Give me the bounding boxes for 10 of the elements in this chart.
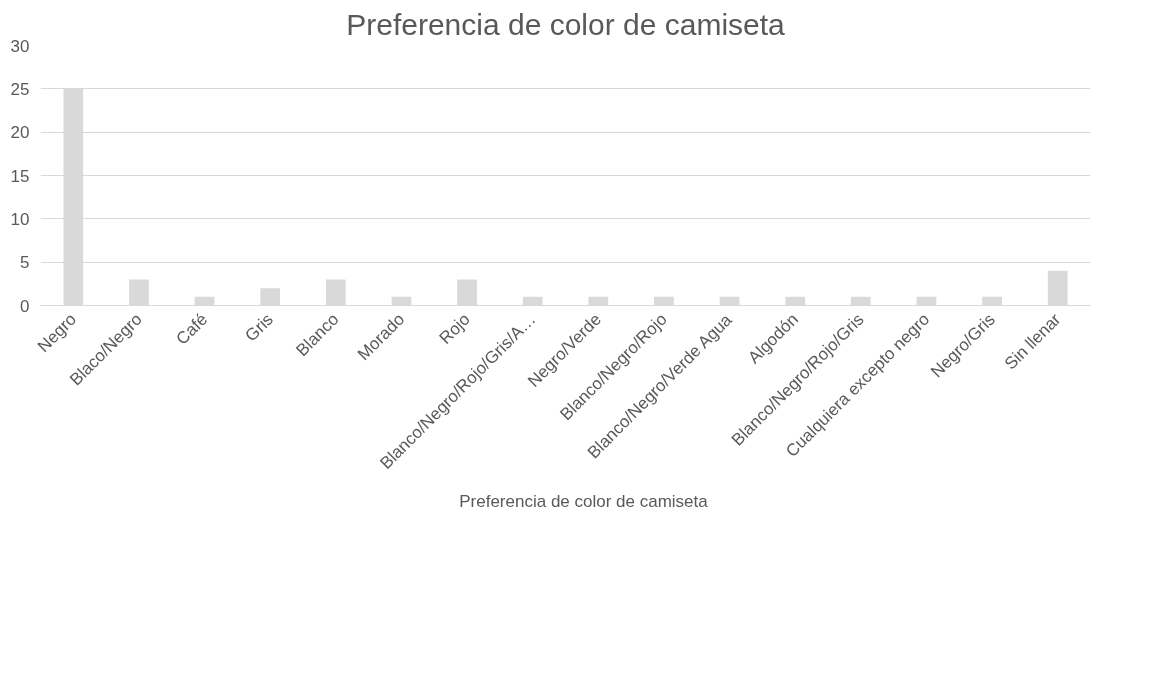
y-tick-label: 20 (10, 123, 30, 143)
y-tick-label: 25 (10, 79, 30, 99)
y-tick-label: 5 (20, 253, 30, 273)
text: Preferencia de color de camiseta (459, 492, 708, 512)
y-tick-label: 30 (10, 36, 30, 56)
y-tick-label: 15 (10, 166, 30, 186)
x-tick-label: Gris (241, 309, 277, 346)
chart-title: Preferencia de color de camiseta (346, 7, 786, 41)
y-tick-label: 10 (10, 209, 30, 229)
y-tick-label: 0 (20, 296, 30, 316)
